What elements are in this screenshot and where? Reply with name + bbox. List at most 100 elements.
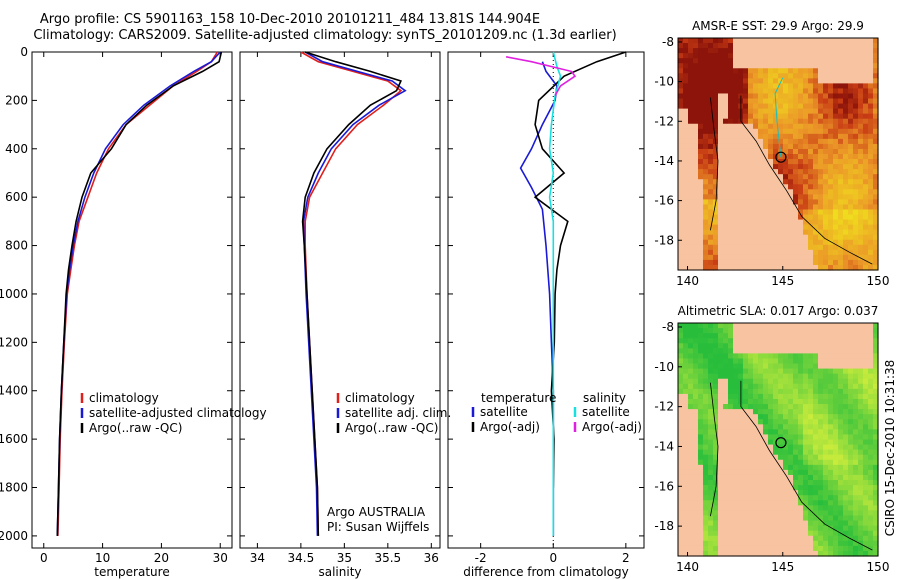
heatmap-cell xyxy=(758,358,764,365)
heatmap-cell xyxy=(738,204,744,211)
heatmap-cell xyxy=(843,525,849,532)
heatmap-cell xyxy=(748,388,754,395)
heatmap-cell xyxy=(778,108,784,115)
heatmap-cell xyxy=(738,148,744,155)
heatmap-cell xyxy=(753,490,759,496)
heatmap-cell xyxy=(708,148,714,155)
heatmap-cell xyxy=(873,98,879,105)
heatmap-cell xyxy=(703,378,709,385)
y-tick-label: 600 xyxy=(5,190,28,204)
heatmap-cell xyxy=(758,224,764,231)
heatmap-cell xyxy=(768,495,774,501)
heatmap-cell xyxy=(698,164,704,170)
heatmap-cell xyxy=(783,143,789,150)
heatmap-cell xyxy=(788,414,794,420)
heatmap-cell xyxy=(693,143,699,150)
heatmap-cell xyxy=(678,48,684,54)
heatmap-cell xyxy=(718,505,724,512)
heatmap-cell xyxy=(743,525,749,532)
heatmap-cell xyxy=(813,209,819,216)
heatmap-cell xyxy=(788,323,794,329)
heatmap-cell xyxy=(803,133,809,140)
heatmap-cell xyxy=(678,159,684,165)
heatmap-cell xyxy=(683,348,689,354)
heatmap-cell xyxy=(793,545,799,552)
heatmap-cell xyxy=(788,388,794,395)
heatmap-cell xyxy=(788,98,794,105)
heatmap-cell xyxy=(748,58,754,64)
heatmap-cell xyxy=(843,53,849,59)
heatmap-cell xyxy=(823,214,829,221)
heatmap-cell xyxy=(838,505,844,512)
heatmap-cell xyxy=(768,343,774,349)
heatmap-cell xyxy=(863,264,869,271)
heatmap-cell xyxy=(763,550,769,557)
heatmap-cell xyxy=(743,404,749,410)
heatmap-cell xyxy=(713,540,719,547)
heatmap-cell xyxy=(823,449,829,456)
heatmap-cell xyxy=(858,154,864,160)
heatmap-cell xyxy=(723,264,729,271)
heatmap-cell xyxy=(718,515,724,522)
heatmap-cell xyxy=(703,424,709,430)
heatmap-cell xyxy=(688,159,694,165)
heatmap-cell xyxy=(858,368,864,375)
heatmap-cell xyxy=(838,550,844,557)
heatmap-cell xyxy=(838,108,844,115)
heatmap-cell xyxy=(718,249,724,256)
heatmap-cell xyxy=(698,43,704,49)
heatmap-cell xyxy=(758,480,764,486)
heatmap-cell xyxy=(708,83,714,90)
heatmap-cell xyxy=(803,154,809,160)
heatmap-cell xyxy=(683,229,689,236)
heatmap-cell xyxy=(823,179,829,185)
heatmap-cell xyxy=(813,414,819,420)
heatmap-cell xyxy=(693,43,699,49)
heatmap-cell xyxy=(793,118,799,125)
heatmap-cell xyxy=(848,264,854,271)
heatmap-cell xyxy=(708,123,714,130)
heatmap-cell xyxy=(828,525,834,532)
heatmap-cell xyxy=(708,169,714,175)
heatmap-cell xyxy=(723,510,729,517)
heatmap-cell xyxy=(853,464,859,471)
heatmap-cell xyxy=(783,469,789,476)
heatmap-cell xyxy=(873,383,879,390)
heatmap-cell xyxy=(778,419,784,425)
heatmap-cell xyxy=(873,73,879,79)
heatmap-cell xyxy=(803,383,809,390)
heatmap-cell xyxy=(693,159,699,165)
heatmap-cell xyxy=(688,78,694,84)
heatmap-cell xyxy=(743,249,749,256)
heatmap-cell xyxy=(858,179,864,185)
heatmap-cell xyxy=(763,520,769,527)
heatmap-cell xyxy=(778,184,784,190)
heatmap-cell xyxy=(683,53,689,59)
heatmap-cell xyxy=(828,259,834,266)
heatmap-cell xyxy=(818,103,824,110)
heatmap-cell xyxy=(793,358,799,365)
heatmap-cell xyxy=(708,138,714,145)
heatmap-cell xyxy=(708,505,714,512)
heatmap-cell xyxy=(828,103,834,110)
heatmap-cell xyxy=(678,474,684,481)
heatmap-cell xyxy=(793,449,799,456)
heatmap-cell xyxy=(813,254,819,261)
heatmap-cell xyxy=(873,444,879,451)
heatmap-cell xyxy=(753,414,759,420)
heatmap-cell xyxy=(808,469,814,476)
heatmap-cell xyxy=(688,540,694,547)
heatmap-cell xyxy=(773,113,779,120)
heatmap-cell xyxy=(733,510,739,517)
heatmap-cell xyxy=(828,343,834,349)
heatmap-cell xyxy=(788,368,794,375)
heatmap-cell xyxy=(778,113,784,120)
heatmap-cell xyxy=(688,234,694,241)
heatmap-cell xyxy=(873,169,879,175)
heatmap-cell xyxy=(733,398,739,405)
heatmap-cell xyxy=(768,128,774,135)
heatmap-cell xyxy=(808,490,814,496)
heatmap-cell xyxy=(803,224,809,231)
heatmap-cell xyxy=(763,404,769,410)
heatmap-cell xyxy=(698,388,704,395)
